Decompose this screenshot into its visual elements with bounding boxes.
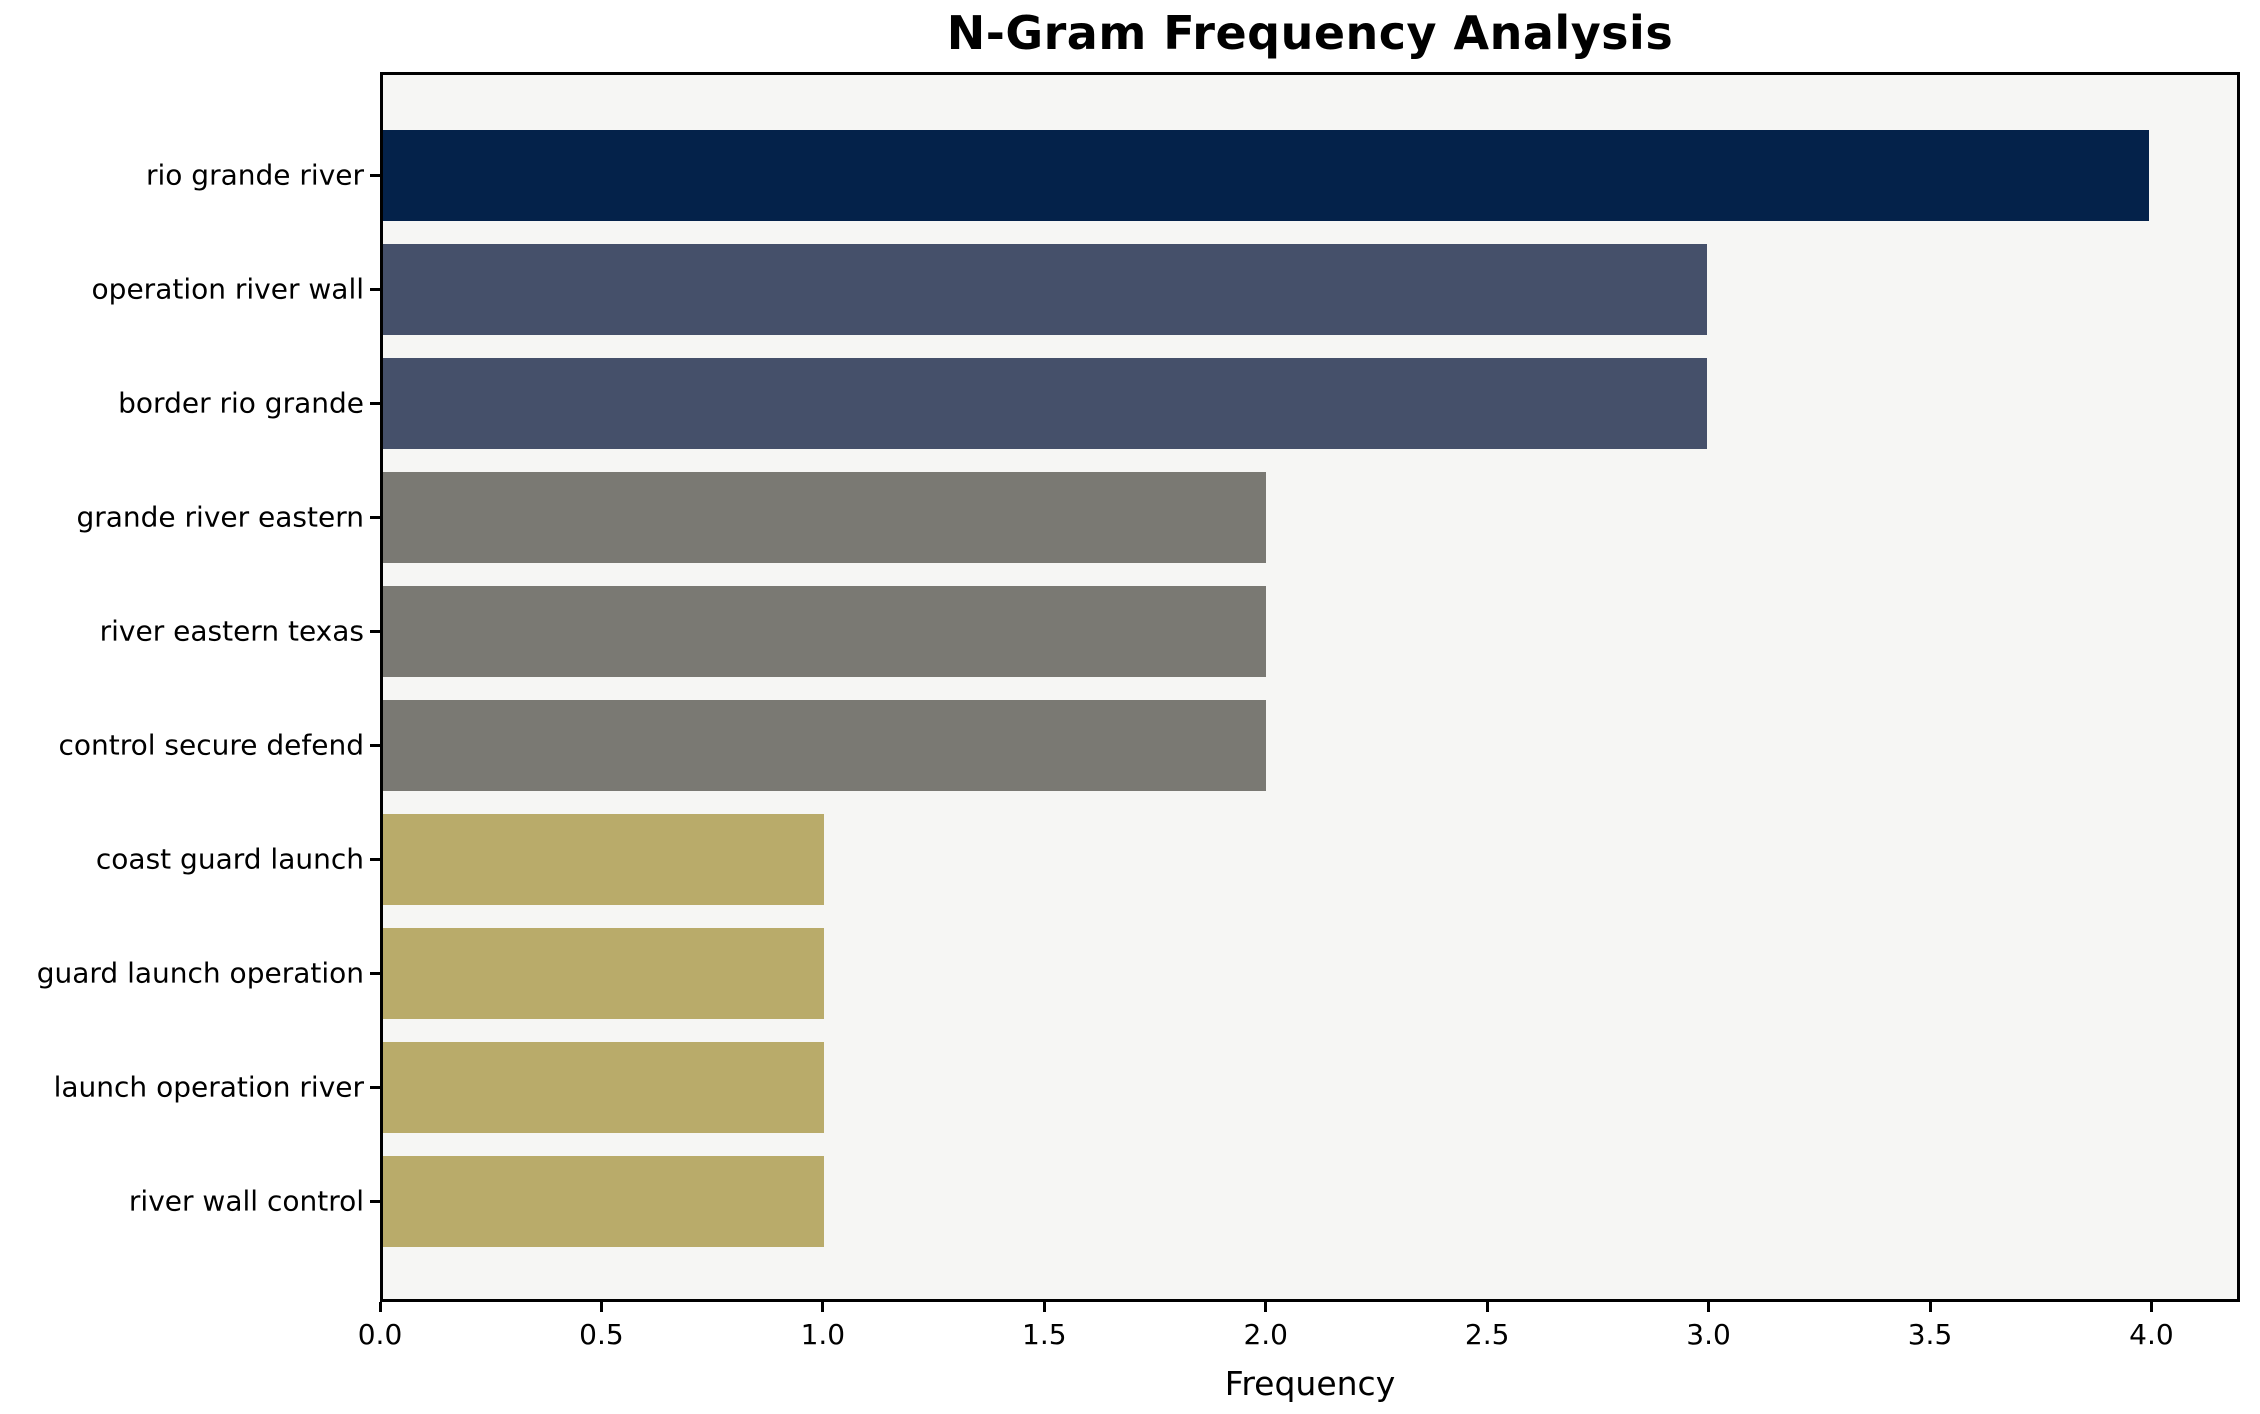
bar	[383, 357, 1708, 449]
y-tick-label: launch operation river	[53, 1070, 364, 1104]
x-tick-mark	[821, 1302, 825, 1312]
x-tick-label: 0.0	[357, 1318, 403, 1351]
bar	[383, 129, 2149, 221]
y-tick-mark	[370, 401, 380, 405]
x-tick-label: 1.0	[800, 1318, 846, 1351]
y-tick-mark	[370, 173, 380, 177]
bar	[383, 243, 1708, 335]
bar	[383, 585, 1266, 677]
x-tick-mark	[1928, 1302, 1932, 1312]
y-tick-mark	[370, 515, 380, 519]
y-tick-mark	[370, 1199, 380, 1203]
bar	[383, 1155, 825, 1247]
bar	[383, 813, 825, 905]
y-tick-mark	[370, 857, 380, 861]
y-tick-mark	[370, 1085, 380, 1089]
y-tick-mark	[370, 629, 380, 633]
y-tick-label: guard launch operation	[36, 956, 364, 990]
x-tick-mark	[1264, 1302, 1268, 1312]
x-tick-label: 0.5	[579, 1318, 624, 1351]
y-tick-mark	[370, 287, 380, 291]
x-tick-mark	[1042, 1302, 1046, 1312]
x-tick-mark	[1485, 1302, 1489, 1312]
x-tick-mark	[2149, 1302, 2153, 1312]
y-tick-label: rio grande river	[145, 158, 364, 192]
y-tick-label: grande river eastern	[76, 500, 364, 534]
x-tick-label: 1.5	[1022, 1318, 1067, 1351]
y-tick-label: border rio grande	[118, 386, 364, 420]
y-tick-label: coast guard launch	[95, 842, 364, 876]
bar	[383, 1041, 825, 1133]
plot-area	[380, 72, 2240, 1302]
y-tick-label: river eastern texas	[99, 614, 364, 648]
y-tick-label: river wall control	[128, 1184, 364, 1218]
x-tick-label: 3.5	[1907, 1318, 1953, 1351]
y-tick-mark	[370, 971, 380, 975]
bar	[383, 927, 825, 1019]
x-tick-label: 4.0	[2129, 1318, 2174, 1351]
x-tick-mark	[599, 1302, 603, 1312]
y-tick-label: operation river wall	[91, 272, 364, 306]
y-tick-mark	[370, 743, 380, 747]
chart-title: N-Gram Frequency Analysis	[946, 6, 1674, 60]
bar	[383, 699, 1266, 791]
y-tick-label: control secure defend	[58, 728, 364, 762]
x-axis-label: Frequency	[1224, 1364, 1396, 1403]
x-tick-label: 3.0	[1686, 1318, 1731, 1351]
x-tick-label: 2.0	[1243, 1318, 1288, 1351]
x-tick-mark	[378, 1302, 382, 1312]
bar	[383, 471, 1266, 563]
x-tick-mark	[1707, 1302, 1711, 1312]
x-tick-label: 2.5	[1464, 1318, 1510, 1351]
